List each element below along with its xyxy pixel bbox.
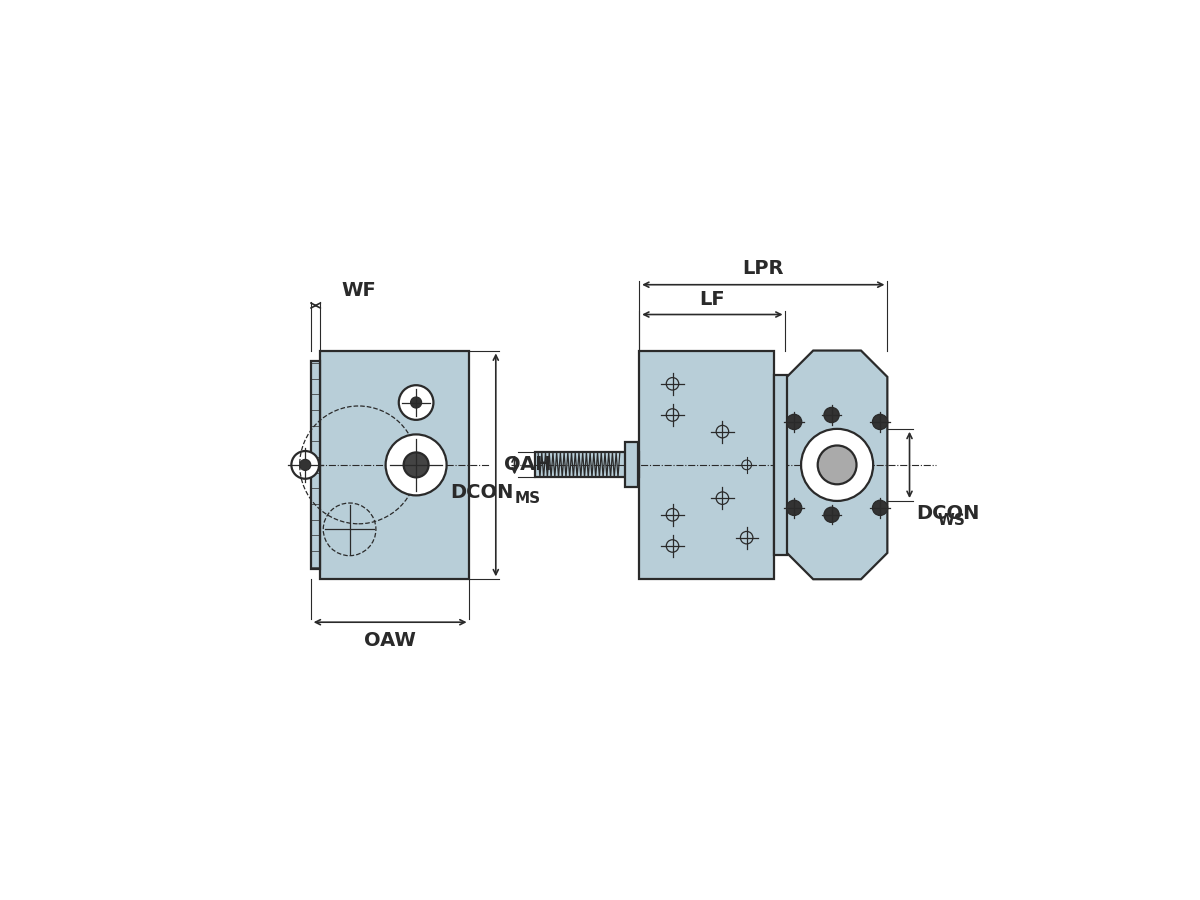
Circle shape	[410, 397, 421, 408]
Circle shape	[824, 508, 839, 522]
Text: WS: WS	[937, 513, 965, 528]
Circle shape	[817, 446, 857, 484]
Bar	[320, 350, 469, 580]
Text: MS: MS	[515, 491, 541, 506]
Circle shape	[872, 414, 888, 429]
Circle shape	[398, 385, 433, 419]
Text: OAH: OAH	[504, 455, 552, 474]
Polygon shape	[787, 351, 887, 580]
Circle shape	[786, 414, 802, 429]
Circle shape	[872, 500, 888, 516]
Circle shape	[300, 459, 311, 471]
Circle shape	[385, 435, 446, 495]
Text: DCON: DCON	[917, 504, 980, 524]
Text: WF: WF	[341, 281, 376, 300]
Circle shape	[403, 453, 428, 477]
Bar	[311, 361, 320, 569]
Circle shape	[802, 429, 874, 501]
Circle shape	[292, 451, 319, 479]
Text: DCON: DCON	[450, 483, 514, 502]
Circle shape	[786, 500, 802, 516]
Text: LPR: LPR	[743, 259, 784, 278]
Text: LF: LF	[700, 290, 725, 309]
Bar	[774, 374, 787, 555]
Bar	[535, 453, 640, 477]
Bar	[640, 350, 774, 580]
Circle shape	[824, 408, 839, 423]
Bar	[625, 443, 638, 487]
Text: OAW: OAW	[364, 631, 416, 650]
